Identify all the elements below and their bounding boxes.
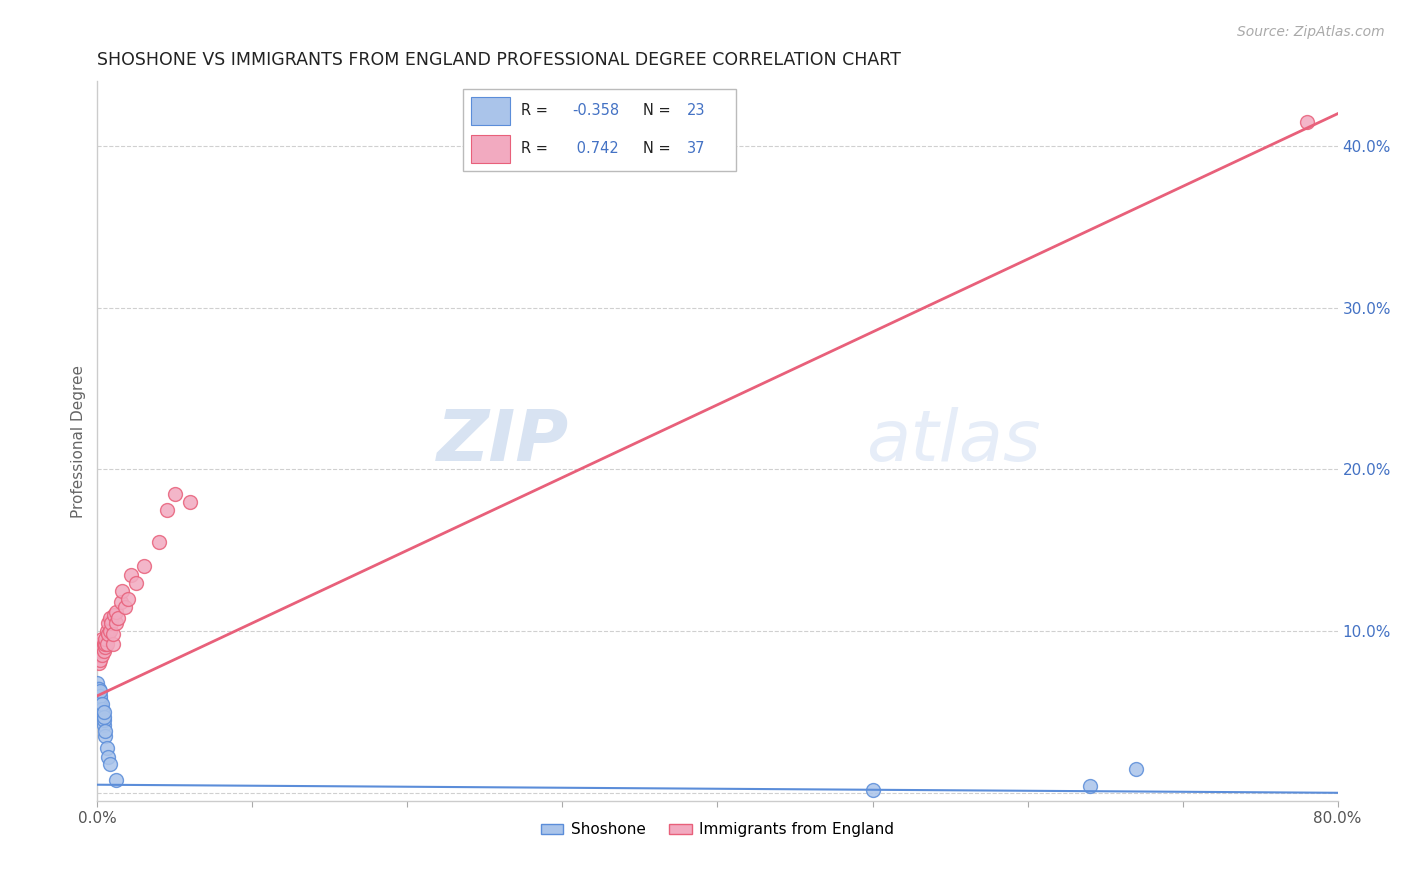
Point — [93, 718, 115, 732]
Point — [179, 494, 201, 508]
Point — [94, 729, 117, 743]
Point — [96, 637, 118, 651]
Point — [91, 632, 114, 647]
Point — [89, 684, 111, 698]
Point — [107, 611, 129, 625]
Point — [1125, 762, 1147, 776]
Point — [93, 637, 115, 651]
Point — [98, 756, 121, 771]
Point — [94, 637, 117, 651]
Point — [104, 615, 127, 630]
Point — [97, 750, 120, 764]
Point — [93, 710, 115, 724]
Point — [91, 705, 114, 719]
Point — [89, 692, 111, 706]
Point — [100, 615, 122, 630]
Text: ZIP: ZIP — [436, 407, 568, 475]
Point — [101, 627, 124, 641]
Point — [103, 607, 125, 622]
Point — [862, 782, 884, 797]
Point — [96, 740, 118, 755]
Point — [97, 627, 120, 641]
Text: SHOSHONE VS IMMIGRANTS FROM ENGLAND PROFESSIONAL DEGREE CORRELATION CHART: SHOSHONE VS IMMIGRANTS FROM ENGLAND PROF… — [97, 51, 901, 69]
Point — [1295, 115, 1317, 129]
Point — [94, 640, 117, 655]
Point — [94, 724, 117, 739]
Point — [96, 624, 118, 639]
Point — [91, 648, 114, 663]
Point — [104, 772, 127, 787]
Point — [86, 676, 108, 690]
Point — [101, 637, 124, 651]
Point — [98, 611, 121, 625]
Point — [163, 486, 186, 500]
Point — [91, 640, 114, 655]
Point — [120, 567, 142, 582]
Point — [91, 702, 114, 716]
Point — [97, 615, 120, 630]
Y-axis label: Professional Degree: Professional Degree — [72, 365, 86, 517]
Legend: Shoshone, Immigrants from England: Shoshone, Immigrants from England — [534, 816, 901, 844]
Point — [98, 624, 121, 639]
Point — [87, 685, 110, 699]
Point — [89, 653, 111, 667]
Point — [91, 697, 114, 711]
Point — [86, 681, 108, 695]
Point — [93, 643, 115, 657]
Point — [110, 595, 132, 609]
Point — [87, 648, 110, 663]
Point — [93, 713, 115, 727]
Point — [94, 632, 117, 647]
Point — [125, 575, 148, 590]
Point — [114, 599, 136, 614]
Point — [93, 705, 115, 719]
Point — [87, 657, 110, 671]
Point — [148, 535, 170, 549]
Text: atlas: atlas — [866, 407, 1040, 475]
Point — [89, 697, 111, 711]
Point — [156, 503, 179, 517]
Point — [111, 583, 134, 598]
Point — [89, 643, 111, 657]
Point — [132, 559, 155, 574]
Point — [117, 591, 139, 606]
Point — [87, 689, 110, 703]
Point — [89, 689, 111, 703]
Text: Source: ZipAtlas.com: Source: ZipAtlas.com — [1237, 25, 1385, 39]
Point — [89, 637, 111, 651]
Point — [1078, 780, 1101, 794]
Point — [104, 605, 127, 619]
Point — [87, 682, 110, 697]
